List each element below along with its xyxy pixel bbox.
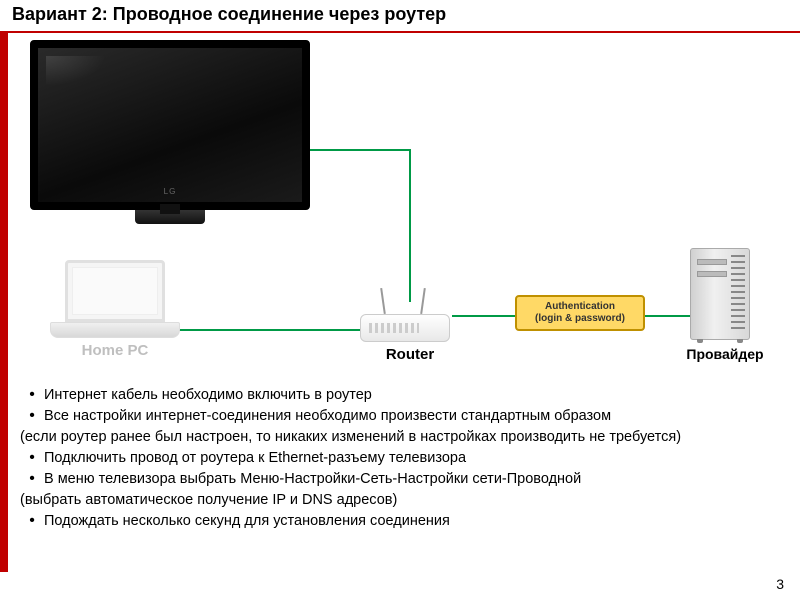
bullet-text: В меню телевизора выбрать Меню-Настройки…	[44, 469, 581, 490]
network-diagram: LG Home PC Router Authentication (login …	[10, 30, 790, 370]
bullet-text: Подождать несколько секунд для установле…	[44, 511, 450, 532]
page-title: Вариант 2: Проводное соединение через ро…	[0, 0, 800, 29]
router-antenna-icon	[420, 288, 426, 314]
server-vents-icon	[731, 255, 745, 329]
bullet-text: (если роутер ранее был настроен, то ника…	[20, 427, 681, 448]
bullet-icon: •	[20, 448, 44, 469]
router-label: Router	[360, 346, 460, 363]
laptop-label: Home PC	[50, 342, 180, 359]
router-antenna-icon	[380, 288, 386, 314]
laptop-base-icon	[50, 322, 180, 338]
server-node: Провайдер	[690, 248, 760, 348]
auth-line2: (login & password)	[523, 313, 637, 325]
laptop-screen-icon	[65, 260, 165, 322]
bullet-list: • Интернет кабель необходимо включить в …	[20, 385, 780, 532]
server-label: Провайдер	[670, 346, 780, 362]
laptop-node: Home PC	[50, 260, 180, 350]
bullet-text: Подключить провод от роутера к Ethernet-…	[44, 448, 466, 469]
page-number: 3	[776, 576, 784, 592]
list-item: • Интернет кабель необходимо включить в …	[20, 385, 780, 406]
bullet-icon: •	[20, 385, 44, 406]
router-body-icon	[360, 314, 450, 342]
accent-sidebar	[0, 32, 8, 572]
router-node: Router	[360, 288, 460, 348]
server-drive-icon	[697, 271, 727, 277]
bullet-text: Интернет кабель необходимо включить в ро…	[44, 385, 372, 406]
bullet-icon: •	[20, 406, 44, 427]
list-item: • Подождать несколько секунд для установ…	[20, 511, 780, 532]
list-item: • Подключить провод от роутера к Etherne…	[20, 448, 780, 469]
auth-badge: Authentication (login & password)	[515, 295, 645, 331]
auth-line1: Authentication	[523, 301, 637, 313]
bullet-text: (выбрать автоматическое получение IP и D…	[20, 490, 397, 511]
bullet-text: Все настройки интернет-соединения необхо…	[44, 406, 611, 427]
bullet-icon: •	[20, 469, 44, 490]
list-item-continuation: (выбрать автоматическое получение IP и D…	[20, 490, 780, 511]
tv-screen-icon: LG	[30, 40, 310, 210]
server-body-icon	[690, 248, 750, 340]
tv-node: LG	[30, 40, 310, 240]
list-item-continuation: (если роутер ранее был настроен, то ника…	[20, 427, 780, 448]
list-item: • Все настройки интернет-соединения необ…	[20, 406, 780, 427]
list-item: • В меню телевизора выбрать Меню-Настрой…	[20, 469, 780, 490]
tv-stand-icon	[135, 210, 205, 224]
bullet-icon: •	[20, 511, 44, 532]
server-drive-icon	[697, 259, 727, 265]
server-feet-icon	[697, 339, 743, 343]
tv-brand-label: LG	[164, 187, 177, 196]
